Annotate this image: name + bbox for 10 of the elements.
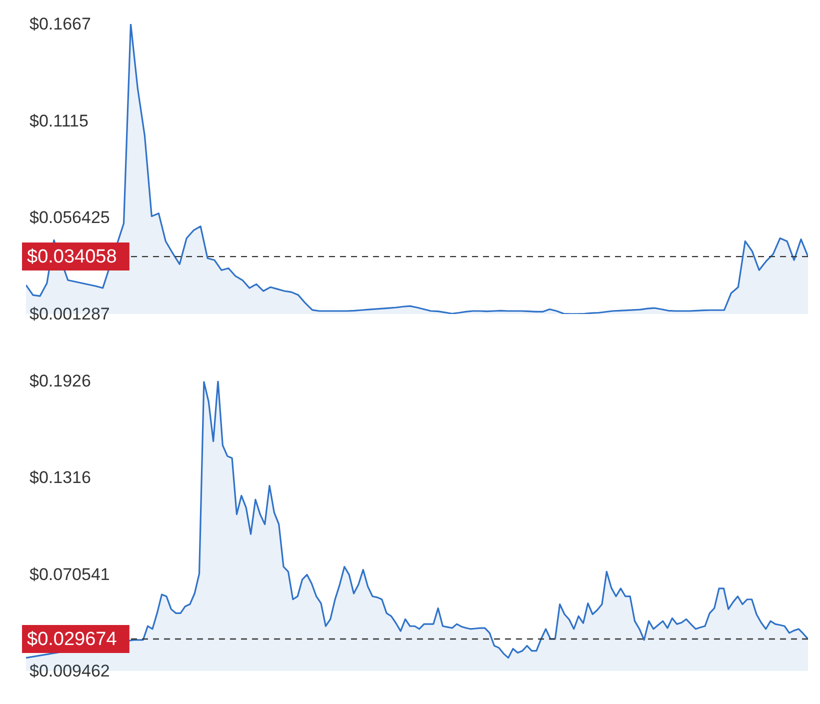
y-tick-label: $0.1316 <box>30 468 91 488</box>
y-tick-label: $0.070541 <box>30 564 110 584</box>
y-tick-label: $0.001287 <box>30 304 110 324</box>
y-tick-label: $0.1115 <box>30 111 88 130</box>
y-tick-label: $0.009462 <box>30 662 110 680</box>
y-tick-label: $0.056425 <box>30 208 110 227</box>
ref-line-label: $0.034058 <box>27 246 117 268</box>
ref-line-label: $0.029674 <box>27 628 118 650</box>
y-tick-label: $0.1926 <box>30 372 91 390</box>
y-tick-label: $0.1667 <box>30 14 91 34</box>
